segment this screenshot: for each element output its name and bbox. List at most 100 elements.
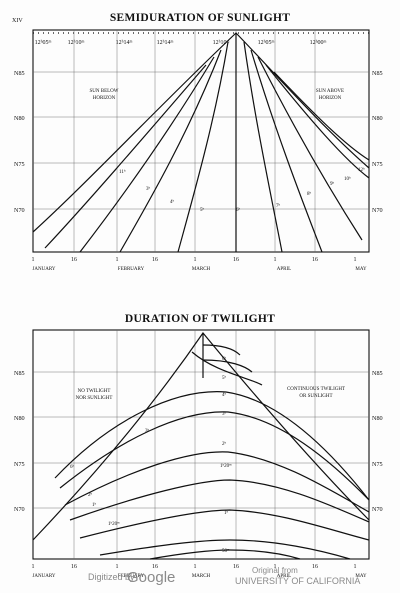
region-label: SUN ABOVE [316, 89, 344, 94]
lat-label: N80 [372, 115, 383, 122]
svg-text:1: 1 [32, 257, 35, 263]
page-number: XIV [12, 18, 23, 24]
svg-text:16: 16 [233, 257, 239, 263]
curve-label: 1ʰ [224, 510, 229, 516]
curve-label: 7ʰ [276, 203, 281, 209]
twilight-horizontal-gridlines [33, 371, 369, 509]
svg-text:1: 1 [274, 257, 277, 263]
svg-text:FEBRUARY: FEBRUARY [118, 574, 145, 579]
sunlight-chart-frame [32, 29, 370, 253]
svg-text:1: 1 [116, 564, 119, 570]
twilight-vertical-gridlines [73, 330, 316, 559]
google-logo: Google [127, 569, 175, 586]
lat-label: N75 [372, 161, 383, 168]
sunlight-horizontal-gridlines [33, 71, 369, 210]
lat-label: N70 [372, 506, 383, 513]
region-label: CONTINUOUS TWILIGHT [287, 387, 345, 392]
svg-text:JANUARY: JANUARY [32, 574, 55, 579]
curve-label: 8ʰ [307, 191, 312, 197]
top-label: 12ʰ05ᵐ [258, 40, 275, 46]
region-label: HORIZON [319, 96, 342, 101]
svg-text:APRIL: APRIL [277, 574, 291, 579]
lat-label: N70 [14, 506, 25, 513]
top-label: 12ʰ00ᵐ [310, 40, 327, 46]
svg-text:1: 1 [194, 564, 197, 570]
twilight-chart: N85 N80 N75 N70 N85 N80 N75 N70 NO TWILI… [14, 329, 383, 579]
curve-label: 1ʰ20ᵐ [220, 463, 232, 469]
lat-label: N80 [372, 415, 383, 422]
svg-text:1: 1 [354, 257, 357, 263]
svg-text:APRIL: APRIL [277, 267, 291, 272]
top-label: 12ʰ10ᵐ [68, 40, 85, 46]
svg-text:MARCH: MARCH [192, 267, 211, 272]
twilight-curve-labels: 6ʰ 5ʰ 4ʰ 3ʰ 2ʰ 1ʰ20ᵐ 1ʰ 50ᵐ 3ʰ 2ʰ 1ʰ 1ʰ2… [70, 356, 232, 554]
svg-text:1: 1 [116, 257, 119, 263]
curve-label: 4ʰ [170, 199, 175, 205]
top-label: 12ʰ10ᵐ [213, 40, 230, 46]
svg-text:UNIVERSITY OF CALIFORNIA: UNIVERSITY OF CALIFORNIA [235, 576, 360, 586]
region-label: HORIZON [93, 96, 116, 101]
svg-text:FEBRUARY: FEBRUARY [118, 267, 145, 272]
svg-text:1: 1 [354, 564, 357, 570]
lat-label: N75 [14, 161, 25, 168]
twilight-months: JANUARY FEBRUARY MARCH APRIL MAY [32, 574, 367, 579]
svg-text:16: 16 [71, 564, 77, 570]
curve-label: 4ʰ [222, 392, 227, 398]
curve-label: 2ʰ [222, 441, 227, 447]
lat-label: N75 [14, 461, 25, 468]
svg-text:16: 16 [71, 257, 77, 263]
twilight-chart-frame [32, 329, 370, 560]
region-label: NOR SUNLIGHT [76, 396, 113, 401]
top-label: 12ʰ14ᵐ [116, 40, 133, 46]
region-label: OR SUNLIGHT [299, 394, 332, 399]
sunlight-curve-labels: 11ʰ 12ʰ 10ʰ 3ʰ 4ʰ 5ʰ 6ʰ 7ʰ 8ʰ 9ʰ [119, 167, 365, 213]
svg-text:1: 1 [32, 564, 35, 570]
svg-text:16: 16 [152, 564, 158, 570]
curve-label: 9ʰ [330, 181, 335, 187]
curve-label: 3ʰ [145, 428, 150, 434]
sunlight-months: JANUARY FEBRUARY MARCH APRIL MAY [32, 267, 367, 272]
lat-label: N80 [14, 115, 25, 122]
svg-text:16: 16 [233, 564, 239, 570]
digitized-watermark: Digitized by Google [88, 569, 175, 586]
sunlight-chart: 12ʰ05ᵐ 12ʰ10ᵐ 12ʰ14ᵐ 12ʰ14ᵐ 12ʰ10ᵐ 12ʰ05… [14, 29, 383, 272]
svg-text:16: 16 [152, 257, 158, 263]
lat-label: N75 [372, 461, 383, 468]
top-label: 12ʰ05ᵐ [35, 40, 52, 46]
sunlight-chart-title: SEMIDURATION OF SUNLIGHT [110, 12, 290, 24]
curve-label: 6ʰ [222, 356, 227, 362]
svg-text:16: 16 [312, 564, 318, 570]
curve-label: 5ʰ [200, 207, 205, 213]
twilight-curves [32, 332, 370, 560]
curve-label: 1ʰ20ᵐ [108, 521, 120, 527]
curve-label: 50ᵐ [222, 549, 230, 554]
lat-label: N85 [14, 370, 25, 377]
svg-text:MAY: MAY [355, 267, 367, 272]
lat-label: N85 [372, 70, 383, 77]
curve-label: 11ʰ [119, 169, 126, 175]
svg-text:16: 16 [312, 257, 318, 263]
curve-label: 5ʰ [222, 375, 227, 381]
curve-label: 3ʰ [222, 411, 227, 417]
svg-text:JANUARY: JANUARY [32, 267, 55, 272]
lat-label: N70 [372, 207, 383, 214]
sunlight-curves [32, 32, 370, 253]
curve-label: 12ʰ [358, 167, 365, 173]
svg-text:Original from: Original from [252, 566, 298, 575]
curve-label: 6ʰ [236, 207, 241, 213]
curve-label: 6ʰ [70, 464, 75, 470]
sunlight-x-ticks: 1 16 1 16 1 16 1 16 1 [32, 257, 357, 263]
svg-text:Digitized by: Digitized by [88, 572, 135, 582]
curve-label: 10ʰ [344, 176, 351, 182]
svg-text:1: 1 [194, 257, 197, 263]
lat-label: N80 [14, 415, 25, 422]
sunlight-vertical-gridlines [73, 30, 316, 252]
lat-label: N85 [14, 70, 25, 77]
original-from-watermark: Original from UNIVERSITY OF CALIFORNIA [235, 566, 360, 586]
svg-text:MAY: MAY [355, 574, 367, 579]
region-label: SUN BELOW [89, 89, 118, 94]
curve-label: 3ʰ [146, 186, 151, 192]
twilight-chart-title: DURATION OF TWILIGHT [125, 313, 275, 325]
